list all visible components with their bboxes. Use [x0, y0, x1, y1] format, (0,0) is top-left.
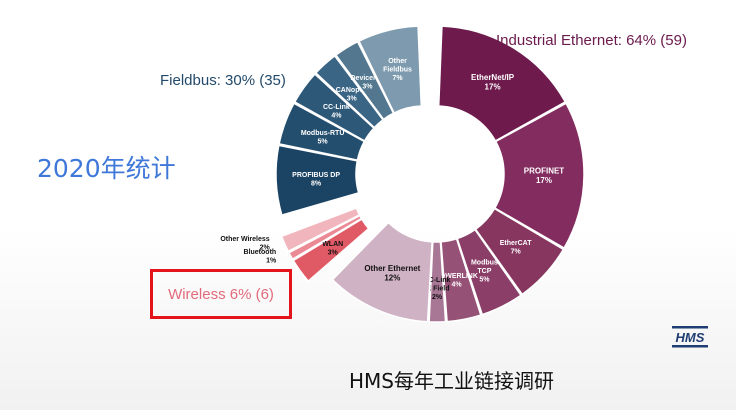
- slice-label-cc-link-ie-field-value: 2%: [432, 294, 443, 301]
- group-label-industrial-ethernet: Industrial Ethernet: 64% (59): [496, 32, 687, 49]
- slice-label-modbus-tcp: TCP: [477, 268, 491, 275]
- group-label-wireless: Wireless 6% (6): [150, 269, 292, 319]
- slice-label-modbus-tcp: Modbus: [471, 260, 498, 267]
- slice-label-other-fieldbus: Fieldbus: [383, 67, 412, 74]
- slice-label-other-fieldbus: Other: [388, 58, 407, 65]
- slice-label-powerlink: POWERLINK: [435, 273, 478, 280]
- slice-label-devicenet-value: 3%: [362, 84, 373, 91]
- slice-label-cc-link-ie-field: IE Field: [425, 285, 450, 292]
- slice-label-bluetooth: Bluetooth: [244, 249, 277, 256]
- hms-logo: HMS: [672, 326, 708, 348]
- slice-label-modbus-rtu-value: 5%: [318, 139, 329, 146]
- slice-ethercat: [474, 207, 565, 296]
- slice-modbus-rtu: [278, 102, 366, 162]
- slice-label-devicenet: DeviceNet: [351, 75, 386, 82]
- slice-label-ethercat-value: 7%: [511, 249, 522, 256]
- survey-title: HMS每年工业链接调研: [349, 369, 554, 393]
- slice-label-profibus-dp-value: 8%: [311, 180, 322, 187]
- slice-label-canopen-value: 3%: [347, 95, 358, 102]
- slice-other-fieldbus: [357, 25, 423, 114]
- slice-label-other-wireless-value: 2%: [260, 244, 271, 251]
- slice-label-cc-link-value: 4%: [331, 113, 342, 120]
- slice-label-canopen: CANopen: [336, 87, 368, 94]
- slice-label-ethernet-ip-value: 17%: [485, 83, 501, 92]
- slice-label-cc-link: CC-Link: [323, 104, 350, 111]
- slice-profinet: [493, 102, 585, 250]
- year-title: 2020年统计: [37, 154, 176, 183]
- slice-label-profibus-dp: PROFIBUS DP: [292, 172, 340, 179]
- slice-label-other-wireless: Other Wireless: [220, 236, 269, 243]
- slice-label-other-ethernet: Other Ethernet: [364, 264, 420, 273]
- hms-logo-text: HMS: [676, 330, 705, 345]
- slice-label-bluetooth-value: 1%: [266, 258, 277, 265]
- slice-label-cc-link-ie-field: CC-Link: [424, 277, 451, 284]
- slice-other-ethernet: [331, 221, 433, 323]
- slice-label-ethernet-ip: EtherNet/IP: [471, 73, 515, 82]
- slice-label-other-fieldbus-value: 7%: [392, 75, 403, 82]
- group-label-fieldbus: Fieldbus: 30% (35): [160, 72, 286, 89]
- slice-label-other-ethernet-value: 12%: [384, 273, 400, 282]
- slice-label-wlan-value: 3%: [328, 249, 339, 256]
- slice-label-wlan: WLAN: [322, 241, 343, 248]
- slice-modbus-tcp: [456, 228, 522, 316]
- slice-label-profinet: PROFINET: [524, 166, 565, 175]
- slice-profibus-dp: [275, 144, 360, 216]
- slice-label-powerlink-value: 4%: [451, 282, 462, 289]
- slice-label-modbus-tcp-value: 5%: [479, 277, 490, 284]
- slice-label-profinet-value: 17%: [536, 176, 552, 185]
- slice-ethernet-ip: [437, 25, 567, 142]
- slice-label-modbus-rtu: Modbus-RTU: [301, 130, 345, 137]
- slice-other-wireless: [280, 207, 361, 253]
- slice-label-ethercat: EtherCAT: [500, 240, 532, 247]
